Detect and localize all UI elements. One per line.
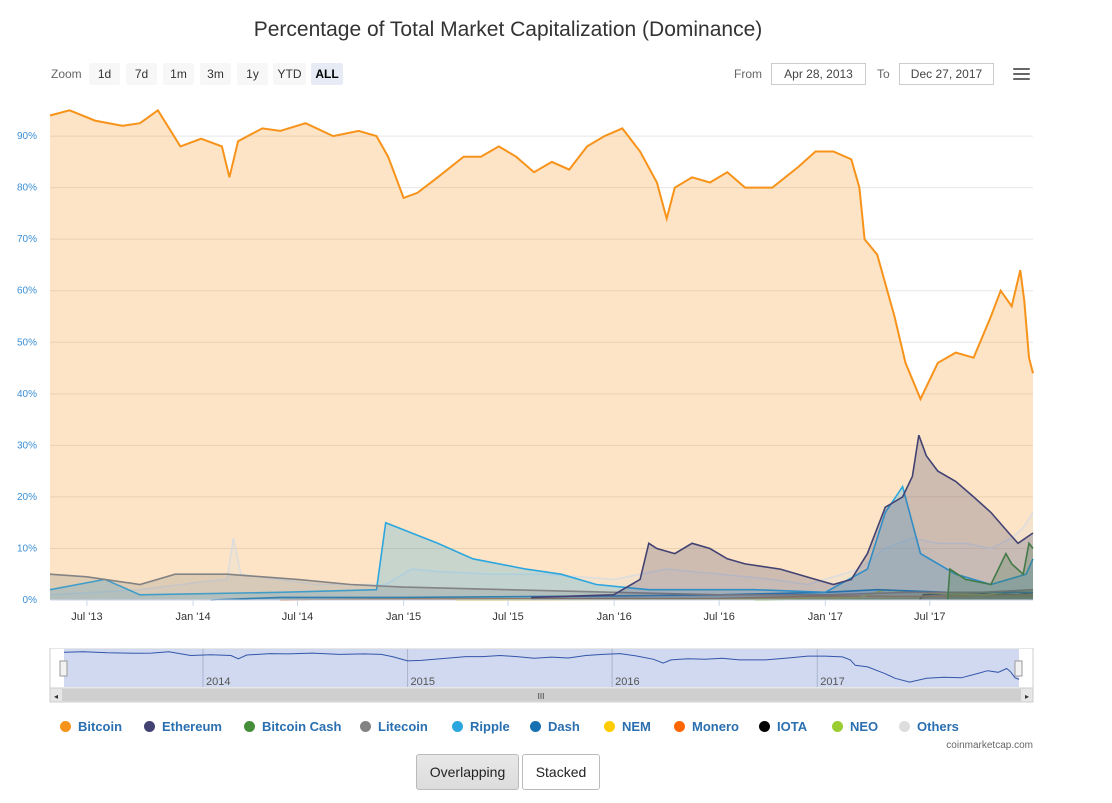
- legend-label: Ripple: [470, 719, 510, 734]
- y-tick-label: 40%: [17, 389, 37, 400]
- zoom-3m-button[interactable]: 3m: [200, 63, 231, 85]
- dominance-chart: 0% 10% 20% 30% 40% 50% 60% 70% 80% 90% Jul '13 Jan…: [17, 108, 1034, 623]
- legend-label: Bitcoin: [78, 719, 123, 734]
- credit-link[interactable]: coinmarketcap.com: [946, 740, 1033, 751]
- series-line-monero: [280, 594, 1034, 601]
- y-tick-label: 80%: [17, 183, 37, 194]
- x-axis: Jul '13 Jan '14 Jul '14 Jan '15 Jul '15 Jan '…: [50, 599, 1033, 623]
- legend-label: Ethereum: [162, 719, 222, 734]
- from-label: From: [734, 67, 762, 81]
- navigator-left-handle[interactable]: [59, 660, 68, 677]
- series-layer: [49, 108, 1034, 601]
- navigator-year-label: 2015: [411, 676, 435, 688]
- to-label: To: [877, 67, 890, 81]
- y-axis: 0% 10% 20% 30% 40% 50% 60% 70% 80% 90%: [17, 131, 37, 606]
- navigator-year-labels: 2014 2015 2016 2017: [206, 676, 845, 688]
- series-line-ripple: [49, 484, 1034, 596]
- legend-marker-icon: [530, 721, 541, 732]
- x-tick-label: Jul '16: [703, 611, 734, 623]
- zoom-1d-button[interactable]: 1d: [89, 63, 120, 85]
- series-line-bitcoin-cash: [946, 541, 1034, 601]
- x-tick-label: Jan '15: [386, 611, 421, 623]
- navigator-line: [63, 651, 1020, 683]
- zoom-1m-button[interactable]: 1m: [163, 63, 194, 85]
- series-line-litecoin: [49, 573, 1034, 596]
- scrollbar-grip-icon[interactable]: III: [538, 692, 545, 701]
- legend-marker-icon: [899, 721, 910, 732]
- legend-marker-icon: [832, 721, 843, 732]
- legend-marker-icon: [60, 721, 71, 732]
- scroll-left-arrow-icon[interactable]: ◂: [54, 692, 58, 701]
- legend-label: NEO: [850, 719, 879, 734]
- legend-label: IOTA: [777, 719, 808, 734]
- legend-marker-icon: [604, 721, 615, 732]
- legend-label: Dash: [548, 719, 580, 734]
- x-tick-label: Jul '14: [282, 611, 313, 623]
- series-area-bitcoin-cash: [947, 543, 1033, 600]
- legend-marker-icon: [360, 721, 371, 732]
- legend-label: Monero: [692, 719, 739, 734]
- legend-label: Litecoin: [378, 719, 428, 734]
- y-tick-label: 60%: [17, 286, 37, 297]
- legend-label: Bitcoin Cash: [262, 719, 342, 734]
- series-area-litecoin: [50, 574, 1033, 600]
- navigator-year-label: 2016: [615, 676, 639, 688]
- legend-label: Others: [917, 719, 959, 734]
- y-tick-label: 90%: [17, 131, 37, 142]
- x-tick-label: Jan '17: [808, 611, 843, 623]
- zoom-label: Zoom: [51, 67, 82, 81]
- series-area-ethereum: [531, 435, 1033, 600]
- x-tick-label: Jul '17: [914, 611, 945, 623]
- scroll-right-arrow-icon[interactable]: ▸: [1025, 692, 1029, 701]
- chart-grid: [50, 135, 1033, 601]
- y-tick-label: 20%: [17, 492, 37, 503]
- to-date-input[interactable]: Dec 27, 2017: [899, 63, 994, 85]
- chart-title: Percentage of Total Market Capitalizatio…: [253, 18, 763, 41]
- legend-marker-icon: [759, 721, 770, 732]
- series-area-bitcoin: [50, 110, 1033, 601]
- series-line-others: [49, 511, 1034, 596]
- legend-marker-icon: [674, 721, 685, 732]
- navigator-right-handle[interactable]: [1014, 660, 1023, 677]
- zoom-1y-button[interactable]: 1y: [237, 63, 268, 85]
- x-tick-label: Jul '15: [492, 611, 523, 623]
- y-tick-label: 10%: [17, 543, 37, 554]
- legend-marker-icon: [144, 721, 155, 732]
- range-navigator[interactable]: 2014 2015 2016 2017 ◂ ▸ III: [0, 648, 1112, 704]
- x-tick-label: Jan '16: [597, 611, 632, 623]
- scrollbar-thumb[interactable]: [62, 689, 1021, 701]
- overlapping-button[interactable]: Overlapping: [416, 754, 519, 790]
- zoom-ytd-button[interactable]: YTD: [273, 63, 306, 85]
- legend-marker-icon: [244, 721, 255, 732]
- series-line-ethereum: [531, 434, 1034, 599]
- legend-marker-icon: [452, 721, 463, 732]
- x-tick-label: Jul '13: [71, 611, 102, 623]
- hamburger-menu-icon[interactable]: [1013, 68, 1030, 81]
- x-tick-label: Jan '14: [175, 611, 210, 623]
- series-area-ripple: [50, 486, 1033, 600]
- legend-label: NEM: [622, 719, 651, 734]
- y-tick-label: 70%: [17, 234, 37, 245]
- navigator-year-label: 2014: [206, 676, 230, 688]
- series-line-bitcoin: [49, 108, 1034, 402]
- y-tick-label: 50%: [17, 337, 37, 348]
- from-date-input[interactable]: Apr 28, 2013: [771, 63, 866, 85]
- zoom-7d-button[interactable]: 7d: [126, 63, 157, 85]
- y-tick-label: 30%: [17, 440, 37, 451]
- navigator-year-label: 2017: [820, 676, 844, 688]
- stacked-button[interactable]: Stacked: [522, 754, 600, 790]
- zoom-all-button[interactable]: ALL: [311, 63, 343, 85]
- y-tick-label: 0%: [23, 595, 38, 606]
